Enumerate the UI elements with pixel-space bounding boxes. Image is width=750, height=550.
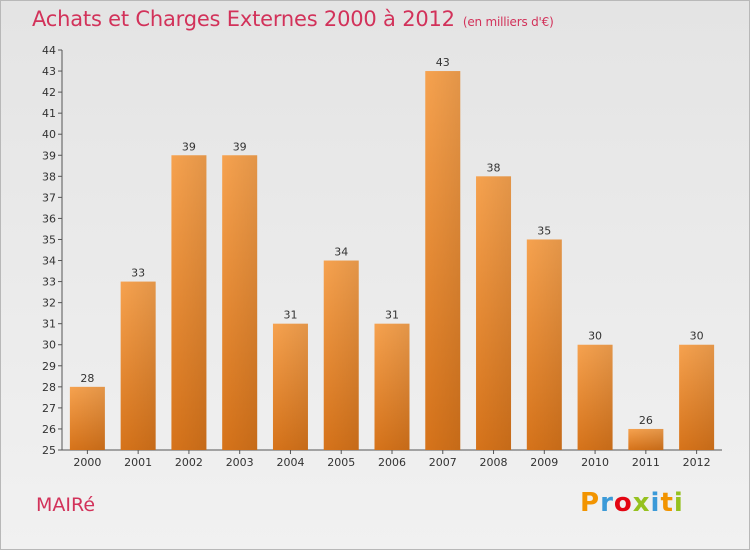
bar-shade-2007 [425,71,461,450]
chart-subtitle: (en milliers d'€) [462,15,554,29]
y-tick-label: 37 [42,191,56,204]
x-tick-label: 2006 [378,456,406,469]
bar-shade-2010 [577,344,613,450]
y-tick-label: 34 [42,255,56,268]
value-label-2004: 31 [283,309,297,322]
x-tick-label: 2004 [276,456,304,469]
x-tick-label: 2005 [327,456,355,469]
x-tick-label: 2010 [581,456,609,469]
value-label-2005: 34 [334,246,348,259]
bar-shade-2000 [69,386,105,450]
x-tick-label: 2008 [480,456,508,469]
x-tick-label: 2009 [530,456,558,469]
bar-shade-2011 [628,428,664,450]
value-label-2000: 28 [80,372,94,385]
bar-shade-2003 [222,155,258,450]
y-tick-label: 26 [42,423,56,436]
value-label-2007: 43 [436,56,450,69]
y-tick-label: 28 [42,381,56,394]
logo-letter: o [613,488,633,518]
bar-shade-2001 [120,281,156,450]
commune-name: MAIRé [36,494,96,516]
y-tick-label: 27 [42,402,56,415]
y-tick-label: 33 [42,276,56,289]
y-tick-label: 43 [42,65,56,78]
value-label-2011: 26 [639,414,653,427]
x-tick-label: 2011 [632,456,660,469]
y-tick-label: 31 [42,318,56,331]
x-tick-label: 2002 [175,456,203,469]
bars [69,71,715,450]
x-tick-label: 2000 [73,456,101,469]
bar-shade-2006 [374,323,410,450]
proxiti-logo: Proxiti [580,488,684,518]
bar-shade-2012 [679,344,715,450]
x-tick-label: 2003 [226,456,254,469]
y-tick-label: 32 [42,297,56,310]
logo-letter: r [600,488,614,518]
logo-letter: t [660,488,674,518]
bar-shade-2009 [526,239,562,450]
y-tick-label: 38 [42,170,56,183]
value-label-2003: 39 [233,140,247,153]
value-label-2002: 39 [182,140,196,153]
value-label-2009: 35 [537,224,551,237]
chart-title-text: Achats et Charges Externes 2000 à 2012 [32,7,455,31]
y-tick-label: 39 [42,149,56,162]
chart-title: Achats et Charges Externes 2000 à 2012 (e… [32,7,554,31]
value-label-2006: 31 [385,309,399,322]
y-tick-label: 29 [42,360,56,373]
logo-letter: i [650,488,661,518]
x-tick-label: 2012 [683,456,711,469]
value-label-2001: 33 [131,267,145,280]
logo-letter: x [632,488,651,518]
y-tick-label: 44 [42,44,56,57]
bar-shade-2004 [272,323,308,450]
x-tick-label: 2007 [429,456,457,469]
logo-letter: i [673,488,684,518]
y-tick-label: 35 [42,233,56,246]
value-labels: 28 33 39 39 31 34 31 43 38 35 30 26 30 [80,56,703,427]
y-tick-label: 42 [42,86,56,99]
y-tick-label: 30 [42,339,56,352]
value-label-2008: 38 [487,161,501,174]
x-tick-label: 2001 [124,456,152,469]
value-label-2012: 30 [690,330,704,343]
y-tick-label: 36 [42,212,56,225]
bar-shade-2008 [476,176,512,450]
y-tick-label: 41 [42,107,56,120]
value-label-2010: 30 [588,330,602,343]
logo-letter: P [580,488,601,518]
y-tick-label: 25 [42,444,56,457]
bar-shade-2005 [323,260,359,450]
bar-shade-2002 [171,155,207,450]
y-tick-label: 40 [42,128,56,141]
